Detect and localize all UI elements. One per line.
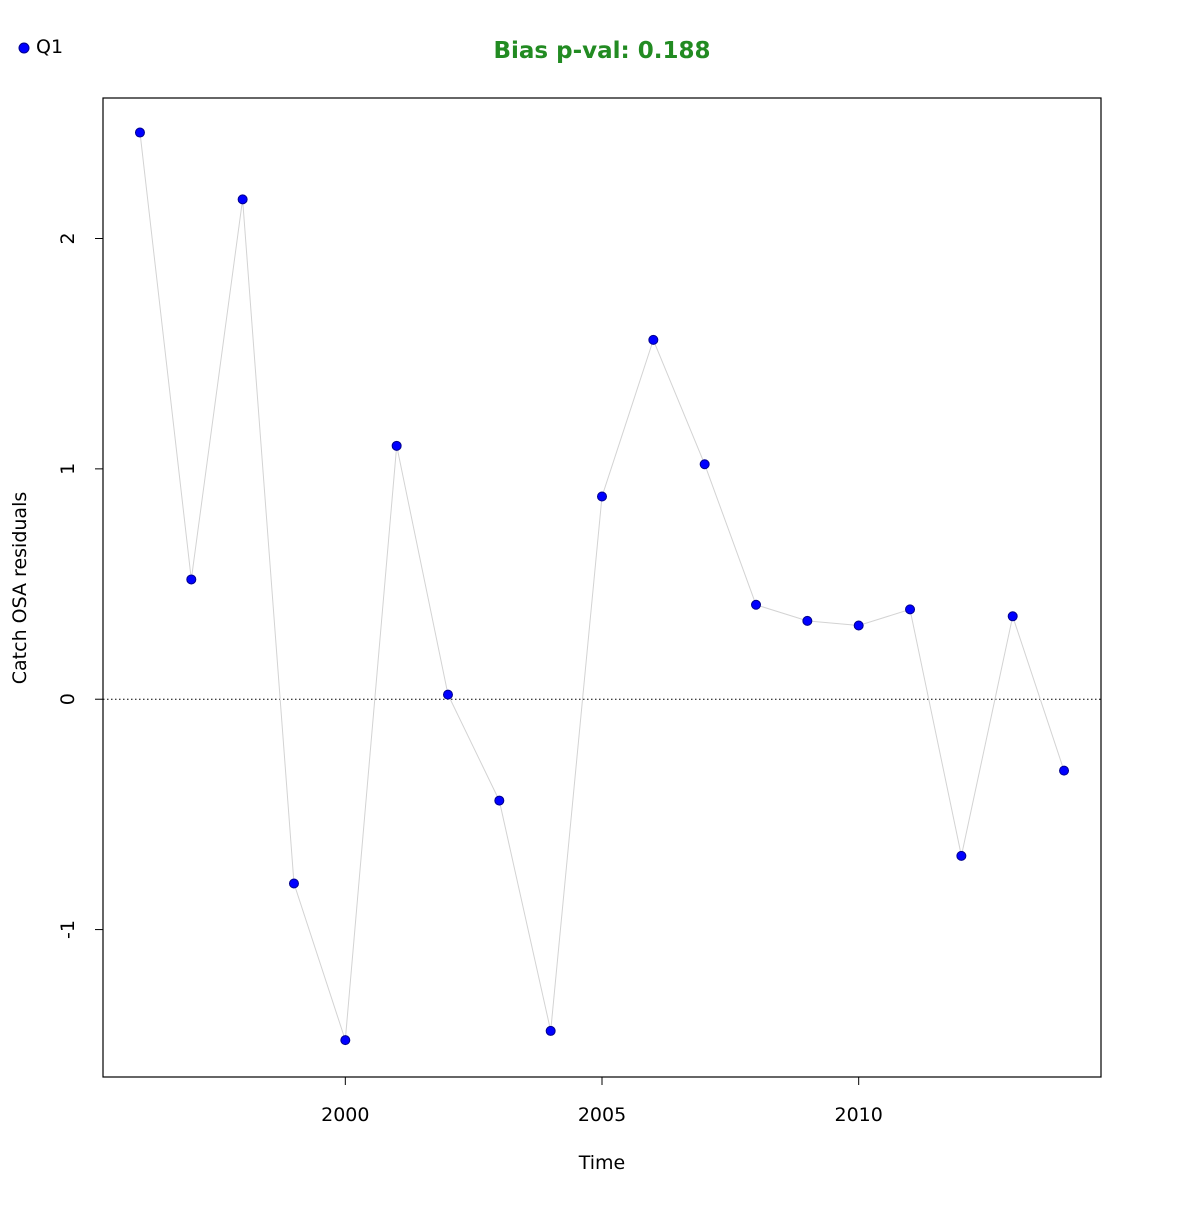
data-point: [802, 615, 813, 626]
x-axis-title: Time: [578, 1152, 626, 1174]
data-point: [237, 194, 248, 205]
series-line-group: [139, 132, 1065, 1041]
series-line: [139, 132, 1065, 1041]
plot-frame: [102, 97, 1102, 1078]
y-tick-label: 0: [57, 693, 79, 705]
data-point: [751, 599, 762, 610]
data-point: [956, 850, 967, 861]
x-tick-label: 2010: [835, 1104, 883, 1126]
y-tick-label: -1: [57, 920, 79, 939]
data-point: [391, 440, 402, 451]
x-tick-label: 2000: [321, 1104, 369, 1126]
data-point: [134, 127, 145, 138]
legend: Q1: [18, 36, 63, 58]
x-axis: 2000 2005 2010: [321, 1077, 883, 1126]
data-point: [905, 604, 916, 615]
y-axis-title: Catch OSA residuals: [9, 492, 31, 684]
data-point: [853, 620, 864, 631]
data-point: [442, 689, 453, 700]
data-point: [1059, 765, 1070, 776]
data-point: [494, 795, 505, 806]
data-point: [648, 334, 659, 345]
legend-marker: [18, 42, 30, 54]
data-point: [186, 574, 197, 585]
data-point: [597, 491, 607, 502]
x-tick-label: 2005: [578, 1104, 626, 1126]
y-tick-label: 1: [57, 463, 79, 475]
data-point: [288, 878, 299, 889]
points-group: [134, 127, 1070, 1046]
data-point: [340, 1035, 351, 1046]
legend-label: Q1: [36, 36, 63, 58]
data-point: [545, 1025, 556, 1036]
data-point: [1007, 611, 1018, 622]
data-point: [699, 459, 710, 470]
y-tick-label: 2: [57, 232, 79, 244]
chart-title: Bias p-val: 0.188: [494, 38, 711, 64]
y-axis: -1 0 1 2: [57, 232, 103, 939]
